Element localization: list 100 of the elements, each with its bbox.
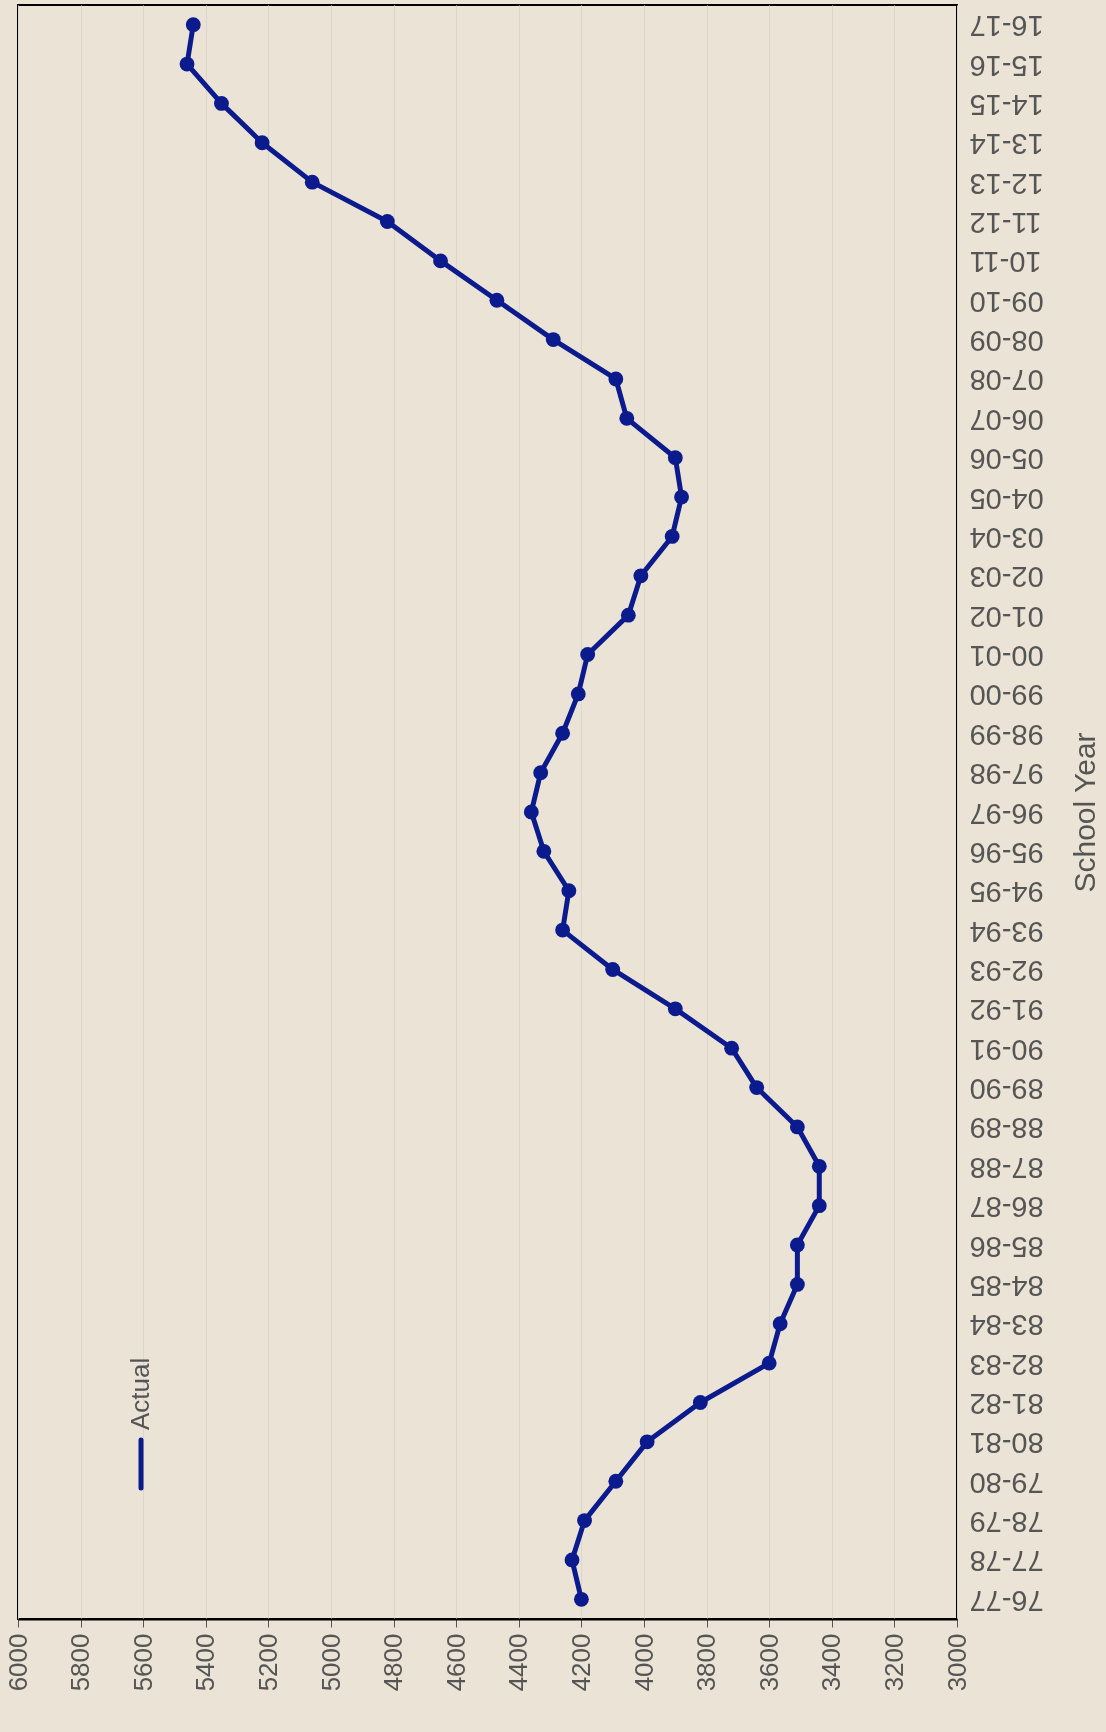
- point: [811, 1158, 827, 1174]
- point: [185, 17, 201, 33]
- point: [379, 214, 395, 229]
- point: [577, 1513, 592, 1528]
- y-tick-label: 91-92: [969, 994, 1044, 1027]
- y-tick-label: 90-91: [969, 1033, 1044, 1066]
- x-tick-label: 5200: [252, 1633, 283, 1692]
- x-tick-label: 6000: [2, 1633, 33, 1692]
- point: [639, 1434, 655, 1450]
- y-tick-label: 81-82: [969, 1387, 1044, 1420]
- y-tick-label: 15-16: [969, 49, 1044, 82]
- point: [254, 135, 270, 151]
- point: [489, 292, 505, 308]
- point: [667, 450, 683, 466]
- y-tick-label: 11-12: [969, 207, 1042, 240]
- x-tick-label: 3600: [753, 1633, 784, 1692]
- point: [620, 607, 636, 623]
- y-tick-label: 88-89: [969, 1112, 1044, 1145]
- point: [179, 56, 195, 72]
- x-tick-label: 4200: [565, 1633, 596, 1692]
- x-tick-label: 5000: [315, 1633, 346, 1692]
- y-tick-label: 12-13: [969, 167, 1044, 200]
- y-tick-label: 06-07: [969, 403, 1044, 436]
- point: [433, 253, 448, 269]
- point: [533, 765, 549, 781]
- point: [789, 1119, 805, 1135]
- x-tick-label: 4600: [440, 1633, 471, 1692]
- point: [555, 725, 571, 741]
- point: [608, 371, 624, 387]
- point: [545, 332, 561, 348]
- point: [536, 843, 552, 859]
- x-tick-label: 5800: [65, 1633, 96, 1692]
- x-tick-label: 4800: [378, 1633, 409, 1692]
- y-tick-label: 16-17: [969, 10, 1044, 43]
- y-tick-label: 98-99: [969, 718, 1044, 751]
- point: [214, 96, 229, 111]
- point: [664, 529, 680, 544]
- point: [570, 686, 586, 702]
- point: [555, 922, 571, 938]
- point: [573, 1591, 589, 1607]
- x-tick-label: 3200: [878, 1633, 909, 1692]
- y-tick-label: 84-85: [969, 1269, 1044, 1302]
- y-tick-label: 86-87: [969, 1191, 1044, 1224]
- y-tick-label: 07-08: [969, 364, 1044, 397]
- y-tick-label: 96-97: [969, 797, 1044, 830]
- point: [633, 568, 649, 584]
- point: [692, 1395, 708, 1410]
- y-tick-label: 95-96: [969, 836, 1044, 869]
- y-tick-label: 89-90: [969, 1073, 1044, 1106]
- point: [772, 1316, 788, 1332]
- point: [564, 1552, 580, 1568]
- y-tick-label: 94-95: [969, 876, 1044, 909]
- point: [724, 1040, 740, 1056]
- y-tick-label: 05-06: [969, 443, 1044, 476]
- y-tick-label: 78-79: [969, 1506, 1044, 1539]
- point: [608, 1473, 624, 1489]
- y-tick-label: 02-03: [969, 561, 1044, 594]
- point: [561, 883, 577, 899]
- y-tick-label: 09-10: [969, 285, 1044, 318]
- y-tick-label: 76-77: [969, 1584, 1044, 1617]
- y-tick-label: 03-04: [969, 521, 1044, 554]
- y-tick-label: 82-83: [969, 1348, 1044, 1381]
- point: [304, 174, 320, 190]
- point: [789, 1276, 805, 1292]
- y-tick-label: 14-15: [969, 88, 1044, 121]
- y-tick-label: 80-81: [969, 1427, 1044, 1460]
- point: [761, 1355, 777, 1371]
- x-tick-label: 3000: [941, 1633, 972, 1692]
- text: Actual: [125, 1357, 155, 1430]
- point: [619, 410, 635, 426]
- point: [789, 1237, 805, 1253]
- y-tick-label: 99-00: [969, 679, 1044, 712]
- point: [523, 804, 539, 820]
- y-axis-title: School Year: [1067, 732, 1101, 893]
- y-tick-label: 93-94: [969, 915, 1044, 948]
- y-tick-label: 01-02: [969, 600, 1044, 633]
- point: [811, 1198, 827, 1214]
- point: [749, 1080, 765, 1095]
- x-tick-label: 5600: [127, 1633, 158, 1692]
- x-tick-label: 5400: [190, 1633, 221, 1692]
- x-tick-label: 4000: [628, 1633, 659, 1692]
- x-tick-label: 4400: [503, 1633, 534, 1692]
- y-tick-label: 08-09: [969, 325, 1044, 358]
- y-tick-label: 87-88: [969, 1151, 1044, 1184]
- x-tick-label: 3800: [691, 1633, 722, 1692]
- y-tick-label: 85-86: [969, 1230, 1044, 1263]
- y-tick-label: 83-84: [969, 1309, 1044, 1342]
- x-tick-label: 3400: [816, 1633, 847, 1692]
- point: [605, 962, 621, 977]
- y-tick-label: 00-01: [969, 640, 1044, 673]
- y-tick-label: 04-05: [969, 482, 1044, 515]
- y-tick-label: 92-93: [969, 954, 1044, 987]
- y-tick-label: 10-11: [969, 246, 1042, 279]
- point: [580, 647, 596, 662]
- y-tick-label: 77-78: [969, 1545, 1044, 1578]
- y-tick-label: 79-80: [969, 1466, 1044, 1499]
- point: [667, 1001, 683, 1017]
- y-tick-label: 13-14: [969, 128, 1044, 161]
- y-tick-label: 97-98: [969, 758, 1044, 791]
- point: [674, 489, 689, 505]
